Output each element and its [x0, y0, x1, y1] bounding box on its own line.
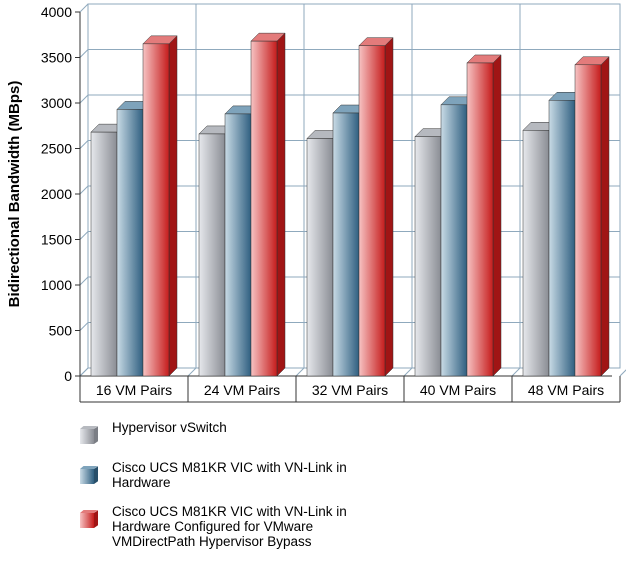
bar: [466, 54, 502, 377]
y-tick-label: 2000: [41, 186, 72, 202]
x-tick-label: 40 VM Pairs: [420, 382, 496, 398]
x-axis-ticks: 16 VM Pairs 24 VM Pairs 32 VM Pairs 40 VM P…: [79, 376, 621, 403]
bar-chart: 0 500 1000 1500 2000 2500 3000 3500 4000 16 VM P…: [6, 3, 626, 403]
bar: [574, 56, 610, 377]
legend-swatch-gray: [80, 426, 98, 444]
x-tick-label: 24 VM Pairs: [204, 382, 280, 398]
y-tick-label: 500: [49, 323, 73, 339]
y-tick-label: 3000: [41, 95, 72, 111]
legend-swatch-blue: [80, 466, 98, 484]
legend-item-hypervisor-vswitch: Hypervisor vSwitch: [80, 420, 412, 444]
legend-item-vmdirectpath-bypass: Cisco UCS M81KR VIC with VN-Link in Hard…: [80, 504, 412, 549]
bar: [142, 35, 178, 377]
y-tick-label: 1000: [41, 277, 72, 293]
y-tick-label: 3500: [41, 50, 72, 66]
legend-label: Cisco UCS M81KR VIC with VN-Link in Hard…: [112, 460, 347, 490]
legend-label: Cisco UCS M81KR VIC with VN-Link in Hard…: [112, 504, 347, 549]
bar: [250, 32, 286, 377]
x-tick-label: 48 VM Pairs: [528, 382, 604, 398]
legend-label: Hypervisor vSwitch: [112, 420, 227, 435]
y-tick-label: 4000: [41, 4, 72, 20]
x-tick-label: 32 VM Pairs: [312, 382, 388, 398]
y-axis-ticks: 0 500 1000 1500 2000 2500 3000 3500 4000: [41, 4, 80, 384]
bar: [358, 37, 394, 377]
y-tick-label: 1500: [41, 232, 72, 248]
y-axis-label: Bidirectional Bandwidth (MBps): [6, 81, 23, 308]
chart-bars: [90, 32, 610, 377]
legend-swatch-red: [80, 510, 98, 528]
y-tick-label: 2500: [41, 141, 72, 157]
legend-item-vn-link-hardware: Cisco UCS M81KR VIC with VN-Link in Hard…: [80, 460, 412, 490]
y-tick-label: 0: [64, 368, 72, 384]
x-tick-label: 16 VM Pairs: [96, 382, 172, 398]
